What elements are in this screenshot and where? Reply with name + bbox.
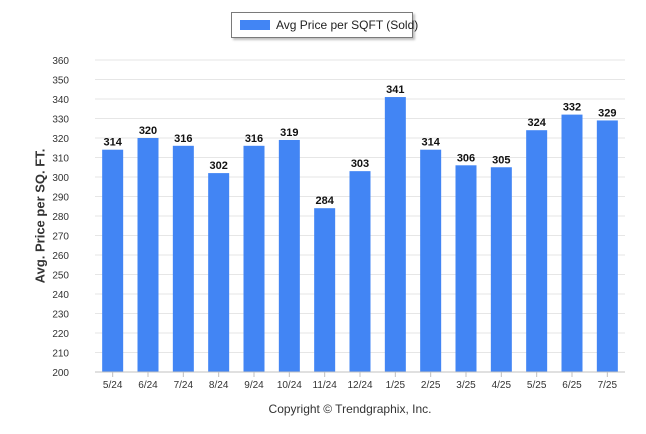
x-tick-label: 7/24 [174,380,194,391]
bar [102,149,124,372]
x-tick-label: 8/24 [209,380,229,391]
data-label: 314 [103,137,122,149]
y-tick-label: 240 [52,290,69,301]
data-label: 306 [457,152,475,164]
x-axis-ticks: 5/24 6/24 7/24 8/24 9/24 10/24 11/24 12/24 1/25 2… [95,371,625,391]
bar [561,114,583,372]
bar [278,139,300,372]
bar [172,145,194,372]
x-tick-label: 6/24 [138,380,158,391]
y-tick-label: 310 [52,154,69,165]
bar [137,138,159,372]
x-tick-label: 9/24 [244,380,264,391]
data-label: 316 [245,133,263,145]
y-tick-label: 350 [52,76,69,87]
legend: Avg Price per SQFT (Sold) [231,12,418,38]
data-label: 305 [492,154,510,166]
bar [243,145,265,372]
y-tick-label: 360 [52,56,69,67]
data-label: 324 [527,117,546,129]
y-tick-label: 290 [52,193,69,204]
y-tick-label: 330 [52,115,69,126]
y-tick-label: 230 [52,310,69,321]
data-label: 284 [315,195,334,207]
x-tick-label: 5/24 [103,380,123,391]
y-tick-label: 300 [52,173,69,184]
bar [490,167,512,372]
data-label: 319 [280,127,298,139]
x-tick-label: 1/25 [386,380,406,391]
y-tick-label: 210 [52,349,69,360]
y-tick-label: 270 [52,232,69,243]
x-tick-label: 11/24 [313,380,338,391]
data-label: 320 [139,125,157,137]
data-label: 314 [421,137,440,149]
data-label: 332 [563,102,581,114]
bar [208,173,230,372]
y-tick-label: 250 [52,271,69,282]
y-tick-label: 320 [52,134,69,145]
data-label: 302 [209,160,227,172]
x-tick-label: 3/25 [456,380,476,391]
y-tick-label: 220 [52,329,69,340]
bars [102,97,618,373]
bar [420,149,442,372]
x-tick-label: 5/25 [527,380,547,391]
data-label: 329 [598,107,616,119]
bar [384,97,406,373]
y-tick-label: 200 [52,368,69,379]
bar [349,171,371,372]
x-tick-label: 7/25 [598,380,618,391]
y-axis-ticks: 200 210 220 230 240 250 260 270 280 290 300 310 320 3… [52,56,69,379]
bar [455,165,477,372]
legend-label: Avg Price per SQFT (Sold) [276,18,419,32]
bar [596,120,618,372]
data-label: 316 [174,133,192,145]
y-tick-label: 280 [52,212,69,223]
x-tick-label: 2/25 [421,380,441,391]
bar [314,208,336,372]
x-tick-label: 6/25 [562,380,582,391]
data-labels: 314 320 316 302 316 319 284 303 341 314 306 305 324 3… [103,84,616,207]
legend-swatch [240,20,270,30]
copyright-text: Copyright © Trendgraphix, Inc. [268,402,432,416]
data-label: 303 [351,158,369,170]
x-tick-label: 10/24 [277,380,302,391]
data-label: 341 [386,84,404,96]
x-tick-label: 4/25 [492,380,512,391]
x-tick-label: 12/24 [347,380,372,391]
y-tick-label: 340 [52,95,69,106]
y-tick-label: 260 [52,251,69,262]
bar [526,130,548,372]
